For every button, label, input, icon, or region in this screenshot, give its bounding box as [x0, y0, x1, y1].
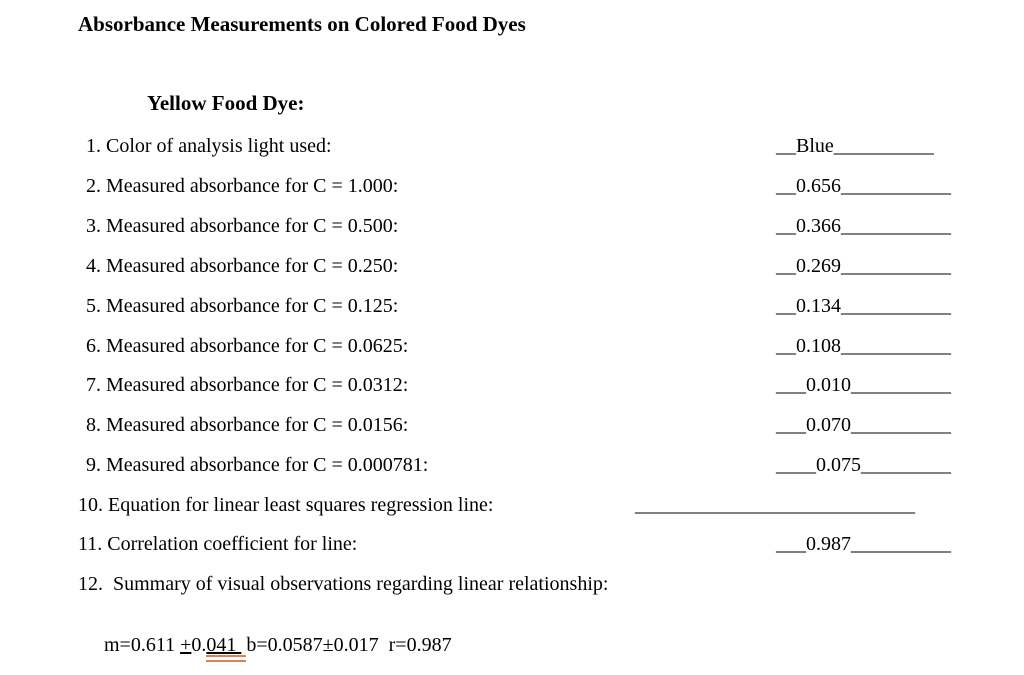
question-label: 5. Measured absorbance for C = 0.125: — [86, 295, 399, 317]
form-row: 10. Equation for linear least squares re… — [0, 494, 1024, 524]
section-heading-yellow-food-dye: Yellow Food Dye: — [147, 91, 305, 115]
plus-minus-sign: + — [180, 634, 192, 656]
slope-value: m=0.611 — [104, 634, 181, 656]
form-row: 4. Measured absorbance for C = 0.250: __… — [0, 255, 1024, 285]
answer-blank[interactable]: __0.108___________ — [776, 335, 951, 357]
answer-blank[interactable]: __0.656___________ — [776, 175, 951, 197]
form-row: 3. Measured absorbance for C = 0.500: __… — [0, 215, 1024, 245]
form-row: 9. Measured absorbance for C = 0.000781:… — [0, 454, 1024, 484]
form-row: 5. Measured absorbance for C = 0.125: __… — [0, 295, 1024, 325]
question-label: 8. Measured absorbance for C = 0.0156: — [86, 414, 409, 436]
answer-blank[interactable]: __0.269___________ — [776, 255, 951, 277]
form-row: 11. Correlation coefficient for line: __… — [0, 533, 1024, 563]
form-row: 1. Color of analysis light used: __Blue_… — [0, 135, 1024, 165]
regression-summary-line[interactable]: m=0.611 +0.041 b=0.0587±0.017 r=0.987 — [84, 611, 452, 675]
slope-uncertainty-lead: 0. — [191, 634, 207, 656]
question-label: 12. Summary of visual observations regar… — [78, 573, 609, 595]
document-title: Absorbance Measurements on Colored Food … — [78, 12, 526, 36]
answer-blank[interactable]: ____0.075_________ — [776, 454, 951, 476]
answer-blank[interactable]: __Blue__________ — [776, 135, 934, 157]
question-label: 9. Measured absorbance for C = 0.000781: — [86, 454, 429, 476]
question-label: 2. Measured absorbance for C = 1.000: — [86, 175, 399, 197]
answer-blank[interactable]: __0.134___________ — [776, 295, 951, 317]
question-label: 3. Measured absorbance for C = 0.500: — [86, 215, 399, 237]
answer-blank[interactable]: ___0.987__________ — [776, 533, 951, 555]
question-label: 11. Correlation coefficient for line: — [78, 533, 358, 555]
answer-blank[interactable]: ___0.070__________ — [776, 414, 951, 436]
question-label: 7. Measured absorbance for C = 0.0312: — [86, 374, 409, 396]
equation-blank-line[interactable]: ____________________________ — [635, 494, 915, 516]
intercept-and-r-values: b=0.0587±0.017 r=0.987 — [241, 634, 452, 656]
answer-blank[interactable]: ___0.010__________ — [776, 374, 951, 396]
question-label: 4. Measured absorbance for C = 0.250: — [86, 255, 399, 277]
form-row: 6. Measured absorbance for C = 0.0625: _… — [0, 335, 1024, 365]
form-row: 8. Measured absorbance for C = 0.0156: _… — [0, 414, 1024, 444]
question-label: 1. Color of analysis light used: — [86, 135, 332, 157]
question-label: 6. Measured absorbance for C = 0.0625: — [86, 335, 409, 357]
slope-uncertainty-flagged: 041 — [206, 634, 242, 656]
form-row: 2. Measured absorbance for C = 1.000: __… — [0, 175, 1024, 205]
answer-blank[interactable]: __0.366___________ — [776, 215, 951, 237]
question-label: 10. Equation for linear least squares re… — [78, 494, 494, 516]
form-row: 7. Measured absorbance for C = 0.0312: _… — [0, 374, 1024, 404]
form-row: 12. Summary of visual observations regar… — [0, 573, 1024, 603]
